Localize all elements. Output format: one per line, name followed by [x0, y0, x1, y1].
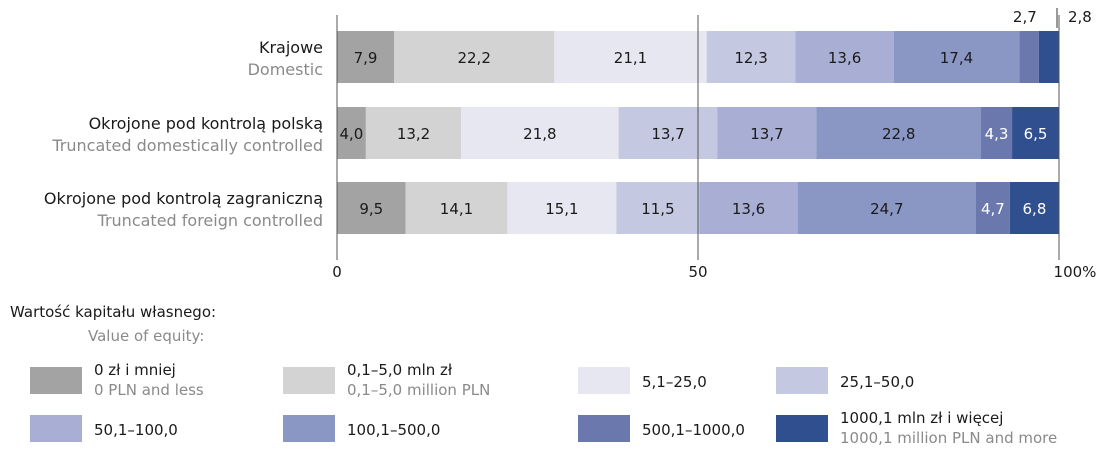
bar-segment	[394, 31, 555, 83]
x-tick-label: 0	[332, 263, 342, 281]
legend-label-en: 1000,1 million PLN and more	[840, 429, 1057, 447]
x-axis: 0 50 100%	[332, 15, 1096, 281]
legend-title: Wartość kapitału własnego:	[10, 303, 216, 321]
legend-swatch	[578, 367, 630, 394]
bar-segment	[1012, 107, 1059, 159]
bar-segment	[507, 182, 617, 234]
bar-segment	[717, 107, 817, 159]
data-label: 12,3	[734, 49, 767, 67]
bar-segment	[337, 31, 395, 83]
legend-label-en: 0 PLN and less	[94, 381, 204, 399]
bar-segment	[981, 107, 1013, 159]
category-label: Okrojone pod kontrolą polską	[89, 114, 323, 133]
legend-swatch	[776, 367, 828, 394]
bar-segment	[405, 182, 508, 234]
data-label: 13,2	[397, 125, 430, 143]
data-label: 17,4	[940, 49, 973, 67]
x-tick-label: 100%	[1054, 263, 1097, 281]
legend-label: 25,1–50,0	[840, 373, 914, 391]
legend-swatch	[578, 415, 630, 442]
data-label: 13,6	[732, 200, 765, 218]
x-tick-label: 50	[688, 263, 707, 281]
data-label: 13,7	[651, 125, 684, 143]
data-label: 6,8	[1023, 200, 1047, 218]
legend-swatch	[30, 367, 82, 394]
bars: 7,9 22,2 21,1 12,3 13,6 17,4 2,7 2,8 4,0 13,2 21,8…	[337, 8, 1092, 234]
data-label: 7,9	[354, 49, 378, 67]
legend-subtitle: Value of equity:	[88, 327, 204, 345]
category-label-en: Domestic	[248, 60, 323, 79]
legend-label: 100,1–500,0	[347, 421, 440, 439]
data-label: 11,5	[641, 200, 674, 218]
data-label: 14,1	[440, 200, 473, 218]
legend-swatch	[283, 415, 335, 442]
legend-label: 1000,1 mln zł i więcej	[840, 409, 1003, 427]
data-label: 13,7	[750, 125, 783, 143]
bar-segment	[1038, 31, 1059, 83]
legend-label: 0 zł i mniej	[94, 361, 176, 379]
legend-label-en: 0,1–5,0 million PLN	[347, 381, 490, 399]
data-label: 24,7	[870, 200, 903, 218]
data-label: 21,8	[523, 125, 556, 143]
data-label: 4,3	[985, 125, 1009, 143]
bar-segment	[975, 182, 1010, 234]
legend-swatch	[283, 367, 335, 394]
data-label: 22,2	[457, 49, 490, 67]
data-label: 22,8	[882, 125, 915, 143]
bar-segment	[554, 31, 707, 83]
data-label: 2,8	[1068, 8, 1092, 26]
legend-label: 5,1–25,0	[642, 373, 707, 391]
data-label: 15,1	[545, 200, 578, 218]
data-label: 13,6	[828, 49, 861, 67]
bar-segment	[337, 182, 406, 234]
data-label: 4,0	[340, 125, 364, 143]
data-label: 6,5	[1024, 125, 1048, 143]
bar-segment	[795, 31, 894, 83]
bar-segment	[461, 107, 619, 159]
legend-swatch	[30, 415, 82, 442]
legend-label: 0,1–5,0 mln zł	[347, 361, 453, 379]
bar-segment	[816, 107, 982, 159]
category-labels: Krajowe Domestic Okrojone pod kontrolą pol…	[44, 38, 323, 230]
data-label: 4,7	[981, 200, 1005, 218]
category-label: Okrojone pod kontrolą zagraniczną	[44, 189, 323, 208]
data-label: 21,1	[614, 49, 647, 67]
data-label: 2,7	[1013, 8, 1037, 26]
category-label: Krajowe	[259, 38, 323, 57]
bar-segment	[797, 182, 976, 234]
legend-label: 50,1–100,0	[94, 421, 178, 439]
bar-segment	[1009, 182, 1059, 234]
bar-segment	[618, 107, 718, 159]
bar-segment	[699, 182, 798, 234]
bar-segment	[365, 107, 462, 159]
bar-segment	[616, 182, 700, 234]
category-label-en: Truncated domestically controlled	[51, 136, 323, 155]
bar-segment	[706, 31, 796, 83]
legend: Wartość kapitału własnego: Value of equi…	[10, 303, 1057, 447]
bar-segment	[893, 31, 1020, 83]
legend-swatch	[776, 415, 828, 442]
category-label-en: Truncated foreign controlled	[97, 211, 323, 230]
bar-segment	[1019, 31, 1039, 83]
legend-label: 500,1–1000,0	[642, 421, 745, 439]
bar-segment	[337, 107, 366, 159]
data-label: 9,5	[359, 200, 383, 218]
